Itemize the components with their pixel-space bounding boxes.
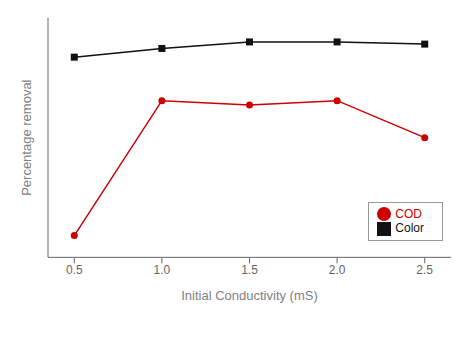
svg-text:Percentage removal: Percentage removal (19, 79, 34, 195)
html-text:Color: Color (395, 221, 424, 236)
html-text:COD: COD (395, 206, 422, 221)
svg-text:1.0: 1.0 (154, 263, 171, 277)
svg-text:2.0: 2.0 (329, 263, 346, 277)
svg-text:0.5: 0.5 (66, 263, 83, 277)
svg-text:2.5: 2.5 (416, 263, 433, 277)
svg-text:1.5: 1.5 (241, 263, 258, 277)
svg-text:Initial Conductivity (mS): Initial Conductivity (mS) (181, 288, 318, 303)
